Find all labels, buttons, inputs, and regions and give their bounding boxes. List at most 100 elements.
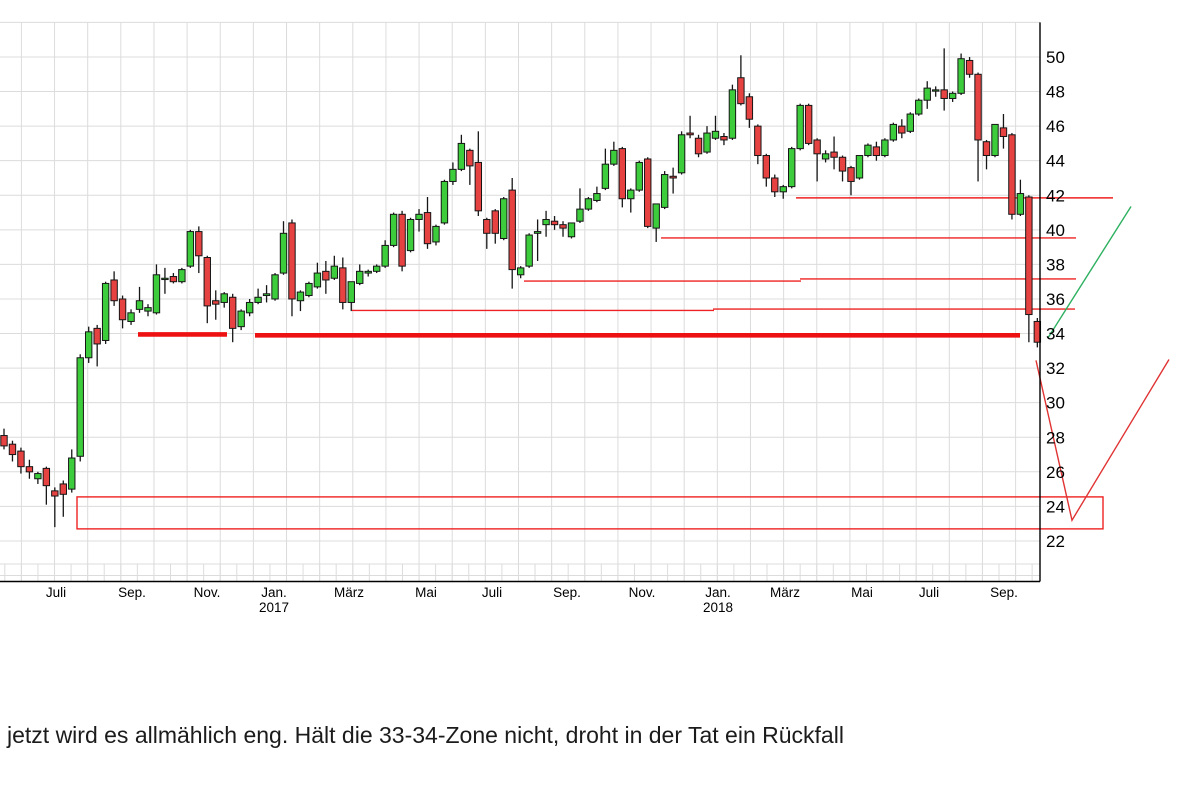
candlestick-chart: 50 48 46 44 42 40 38 36 34 32 30 28 26 24 22 Juli Sep. No… — [0, 21, 1170, 615]
y-axis-label: 50 — [1046, 48, 1065, 67]
y-axis-label: 40 — [1046, 221, 1065, 240]
candle-body — [593, 193, 601, 201]
candle-body — [339, 267, 347, 303]
candle-body — [686, 132, 694, 136]
candle-body — [474, 161, 483, 212]
y-axis-label: 22 — [1046, 532, 1065, 551]
x-axis-label: Mai — [851, 585, 873, 600]
candle-body — [0, 435, 8, 447]
candle-body — [576, 208, 584, 222]
candle-body — [618, 148, 627, 200]
candle-body — [500, 198, 508, 239]
x-axis-label: Jan. — [261, 585, 287, 600]
candle-body — [804, 104, 813, 144]
candle-body — [423, 212, 432, 245]
candle-body — [25, 466, 34, 473]
y-axis-label: 48 — [1046, 83, 1065, 102]
candle-body — [728, 89, 737, 139]
candle-body — [212, 300, 220, 305]
candle-body — [1008, 134, 1016, 215]
candle-body — [932, 89, 940, 92]
candle-body — [711, 130, 720, 139]
candle-body — [161, 277, 169, 281]
candle-body — [237, 310, 245, 328]
candle-body — [203, 257, 211, 307]
candle-body — [957, 58, 965, 94]
target-zone-box — [76, 496, 1104, 530]
candle-body — [262, 293, 271, 297]
candle-body — [1025, 196, 1033, 316]
candle-body — [356, 270, 364, 284]
x-axis-label: Juli — [482, 585, 502, 600]
candle-body — [76, 357, 84, 457]
candle-body — [889, 123, 898, 141]
candle-body — [694, 137, 703, 155]
candle-body — [51, 490, 59, 497]
candle-body — [525, 234, 533, 267]
candle-body — [872, 146, 881, 157]
candle-body — [381, 244, 389, 267]
candle-body — [982, 141, 991, 157]
candle-body — [762, 155, 770, 179]
candle-body — [135, 300, 144, 310]
candle-body — [737, 77, 745, 105]
y-axis-label: 38 — [1046, 255, 1065, 274]
y-axis-label: 26 — [1046, 463, 1065, 482]
candle-body — [516, 267, 525, 276]
candle-body — [279, 232, 288, 274]
candle-body — [406, 218, 415, 252]
x-axis-label: März — [770, 585, 800, 600]
candle-body — [838, 156, 847, 172]
candle-body — [550, 220, 559, 226]
candle-body — [313, 272, 322, 288]
candle-body — [745, 96, 754, 120]
x-axis-label: Sep. — [990, 585, 1018, 600]
candle-body — [813, 139, 821, 155]
candle-body — [559, 224, 567, 229]
candle-body — [652, 203, 660, 229]
x-axis-label: Sep. — [118, 585, 146, 600]
candle-body — [59, 483, 67, 495]
candle-body — [186, 231, 195, 267]
candle-body — [864, 144, 872, 157]
candle-body — [68, 457, 76, 490]
candle-body — [178, 269, 186, 283]
candle-body — [940, 89, 948, 99]
candle-body — [110, 279, 118, 302]
candle-body — [271, 274, 279, 300]
y-axis-label: 34 — [1046, 325, 1065, 344]
candle-body — [533, 231, 542, 234]
candle-body — [364, 270, 372, 274]
candle-body — [152, 274, 161, 314]
analyst-commentary: jetzt wird es allmählich eng. Hält die 3… — [7, 640, 1187, 786]
x-axis-label: Mai — [415, 585, 437, 600]
candle-body — [440, 180, 449, 224]
candle-body — [881, 139, 889, 157]
candle-body — [389, 213, 398, 246]
candle-body — [254, 296, 262, 303]
candle-body — [372, 265, 381, 272]
candle-body — [8, 443, 17, 456]
candle-body — [974, 73, 982, 141]
candle-body — [610, 149, 618, 165]
candle-body — [85, 331, 93, 359]
candle-body — [601, 163, 610, 189]
candle-body — [821, 153, 830, 160]
candle-body — [398, 213, 406, 267]
candle-body — [584, 198, 593, 210]
candle-body — [635, 161, 643, 191]
candle-body — [42, 467, 51, 487]
candle-body — [999, 127, 1008, 138]
candle-body — [34, 473, 42, 480]
y-axis-label: 36 — [1046, 290, 1065, 309]
candle-body — [779, 186, 787, 193]
candle-body — [144, 307, 152, 312]
y-axis-label: 24 — [1046, 497, 1065, 516]
x-axis-label: Sep. — [553, 585, 581, 600]
candle-body — [771, 177, 779, 193]
x-axis-label: Juli — [46, 585, 66, 600]
candle-body — [855, 155, 864, 179]
x-axis-year-label: 2018 — [703, 600, 733, 615]
x-axis-label: Juli — [919, 585, 939, 600]
chart-area: 50 48 46 44 42 40 38 36 34 32 30 28 26 24 22 Juli Sep. No… — [0, 21, 1170, 615]
